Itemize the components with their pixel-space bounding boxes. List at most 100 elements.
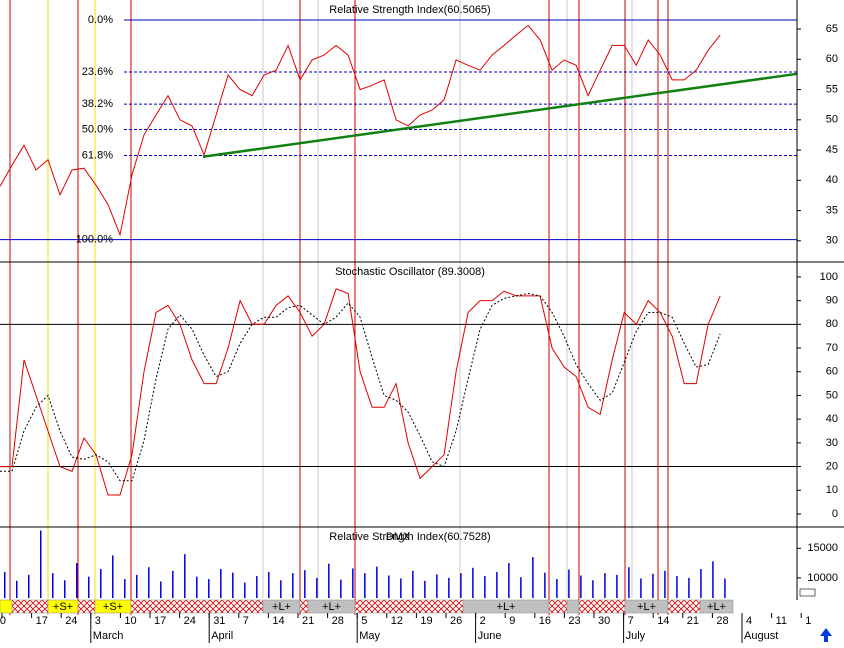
volume-bar (184, 554, 186, 598)
x-tick-label: 7 (628, 615, 634, 627)
y-tick-label: 70 (826, 342, 838, 354)
month-label: March (93, 630, 124, 642)
volume-bar (256, 576, 258, 598)
x-tick-label: 7 (243, 615, 249, 627)
volume-bar (568, 569, 570, 598)
volume-bar (388, 575, 390, 598)
x-tick-label: 19 (420, 615, 432, 627)
volume-bar (148, 567, 150, 598)
x-tick-label: 12 (391, 615, 403, 627)
y-tick-label: 80 (826, 318, 838, 330)
volume-bar (592, 580, 594, 598)
y-tick-label: 50 (826, 389, 838, 401)
x-tick-label: 24 (184, 615, 196, 627)
trend-line (202, 72, 798, 158)
volume-bar (616, 574, 618, 598)
x-tick-label: 4 (746, 615, 752, 627)
signal-box (667, 599, 701, 614)
volume-bar (400, 578, 402, 598)
volume-bar (340, 579, 342, 598)
volume-bar (364, 573, 366, 598)
x-tick-label: 23 (568, 615, 580, 627)
volume-bar (112, 555, 114, 598)
volume-bar (424, 580, 426, 598)
signal-box (0, 599, 13, 614)
signal-box (548, 599, 568, 614)
volume-bar (64, 580, 66, 598)
x-tick-label: 3 (95, 615, 101, 627)
panel-title: Stochastic Oscillator (89.3008) (335, 266, 485, 278)
volume-bar (244, 582, 246, 598)
volume-bar (652, 573, 654, 598)
y-tick-label: 30 (826, 235, 838, 247)
scroll-box (799, 588, 816, 597)
volume-bar (628, 567, 630, 598)
y-tick-label: 20 (826, 460, 838, 472)
fib-label: 38.2% (82, 98, 113, 110)
volume-bar (556, 579, 558, 598)
event-lines (9, 0, 669, 615)
signal-box (578, 599, 626, 614)
fib-label: 50.0% (82, 123, 113, 135)
fib-label: 100.0% (76, 234, 114, 246)
x-tick-label: 1 (805, 615, 811, 627)
y-tick-label: 15000 (807, 542, 838, 554)
y-tick-label: 45 (826, 144, 838, 156)
volume-bar (268, 571, 270, 598)
x-tick-label: 0 (0, 615, 6, 627)
signal-label: +L+ (322, 601, 341, 613)
x-tick-label: 14 (657, 615, 669, 627)
signal-label: +S+ (53, 601, 73, 613)
y-tick-label: 0 (832, 508, 838, 520)
volume-bar (124, 579, 126, 598)
volume-bar (640, 578, 642, 598)
scroll-arrow[interactable] (820, 628, 832, 642)
x-tick-label: 28 (332, 615, 344, 627)
volume-bar (16, 580, 18, 598)
x-tick-label: 17 (36, 615, 48, 627)
volume-bar (688, 577, 690, 598)
volume-bar (412, 570, 414, 598)
x-tick-label: 28 (716, 615, 728, 627)
data-line (0, 24, 721, 237)
month-label: June (478, 630, 502, 642)
y-tick-label: 40 (826, 413, 838, 425)
volume-bar (604, 573, 606, 598)
signal-line (0, 292, 721, 482)
volume-bar (4, 571, 6, 598)
x-tick-label: 21 (687, 615, 699, 627)
signal-label: +L+ (707, 601, 726, 613)
x-tick-label: 14 (272, 615, 284, 627)
signal-box (699, 599, 734, 614)
x-tick-label: 2 (480, 615, 486, 627)
volume-bar (52, 573, 54, 598)
signal-box (299, 599, 309, 614)
month-label: July (626, 630, 646, 642)
x-tick-label: 10 (124, 615, 136, 627)
panel-title: Relative Strength Index(60.5065) (329, 4, 490, 16)
volume-bar (100, 569, 102, 598)
volume-bar (208, 579, 210, 598)
volume-bar (376, 566, 378, 598)
volume-bar (448, 577, 450, 598)
signal-label: +L+ (637, 601, 656, 613)
volume-bar (220, 569, 222, 598)
volume-bar (532, 557, 534, 598)
volume-bar (292, 573, 294, 598)
volume-bar (700, 569, 702, 598)
signal-box (354, 599, 464, 614)
volume-bar (88, 576, 90, 598)
signal-box (130, 599, 264, 614)
x-tick-label: 31 (213, 615, 225, 627)
signal-box (77, 599, 96, 614)
month-label: April (211, 630, 233, 642)
x-tick-label: 5 (361, 615, 367, 627)
y-tick-label: 60 (826, 366, 838, 378)
volume-bar (508, 563, 510, 598)
volume-bar (484, 576, 486, 598)
volume-bar (160, 581, 162, 598)
volume-bar (496, 571, 498, 598)
signal-label: +L+ (272, 601, 291, 613)
